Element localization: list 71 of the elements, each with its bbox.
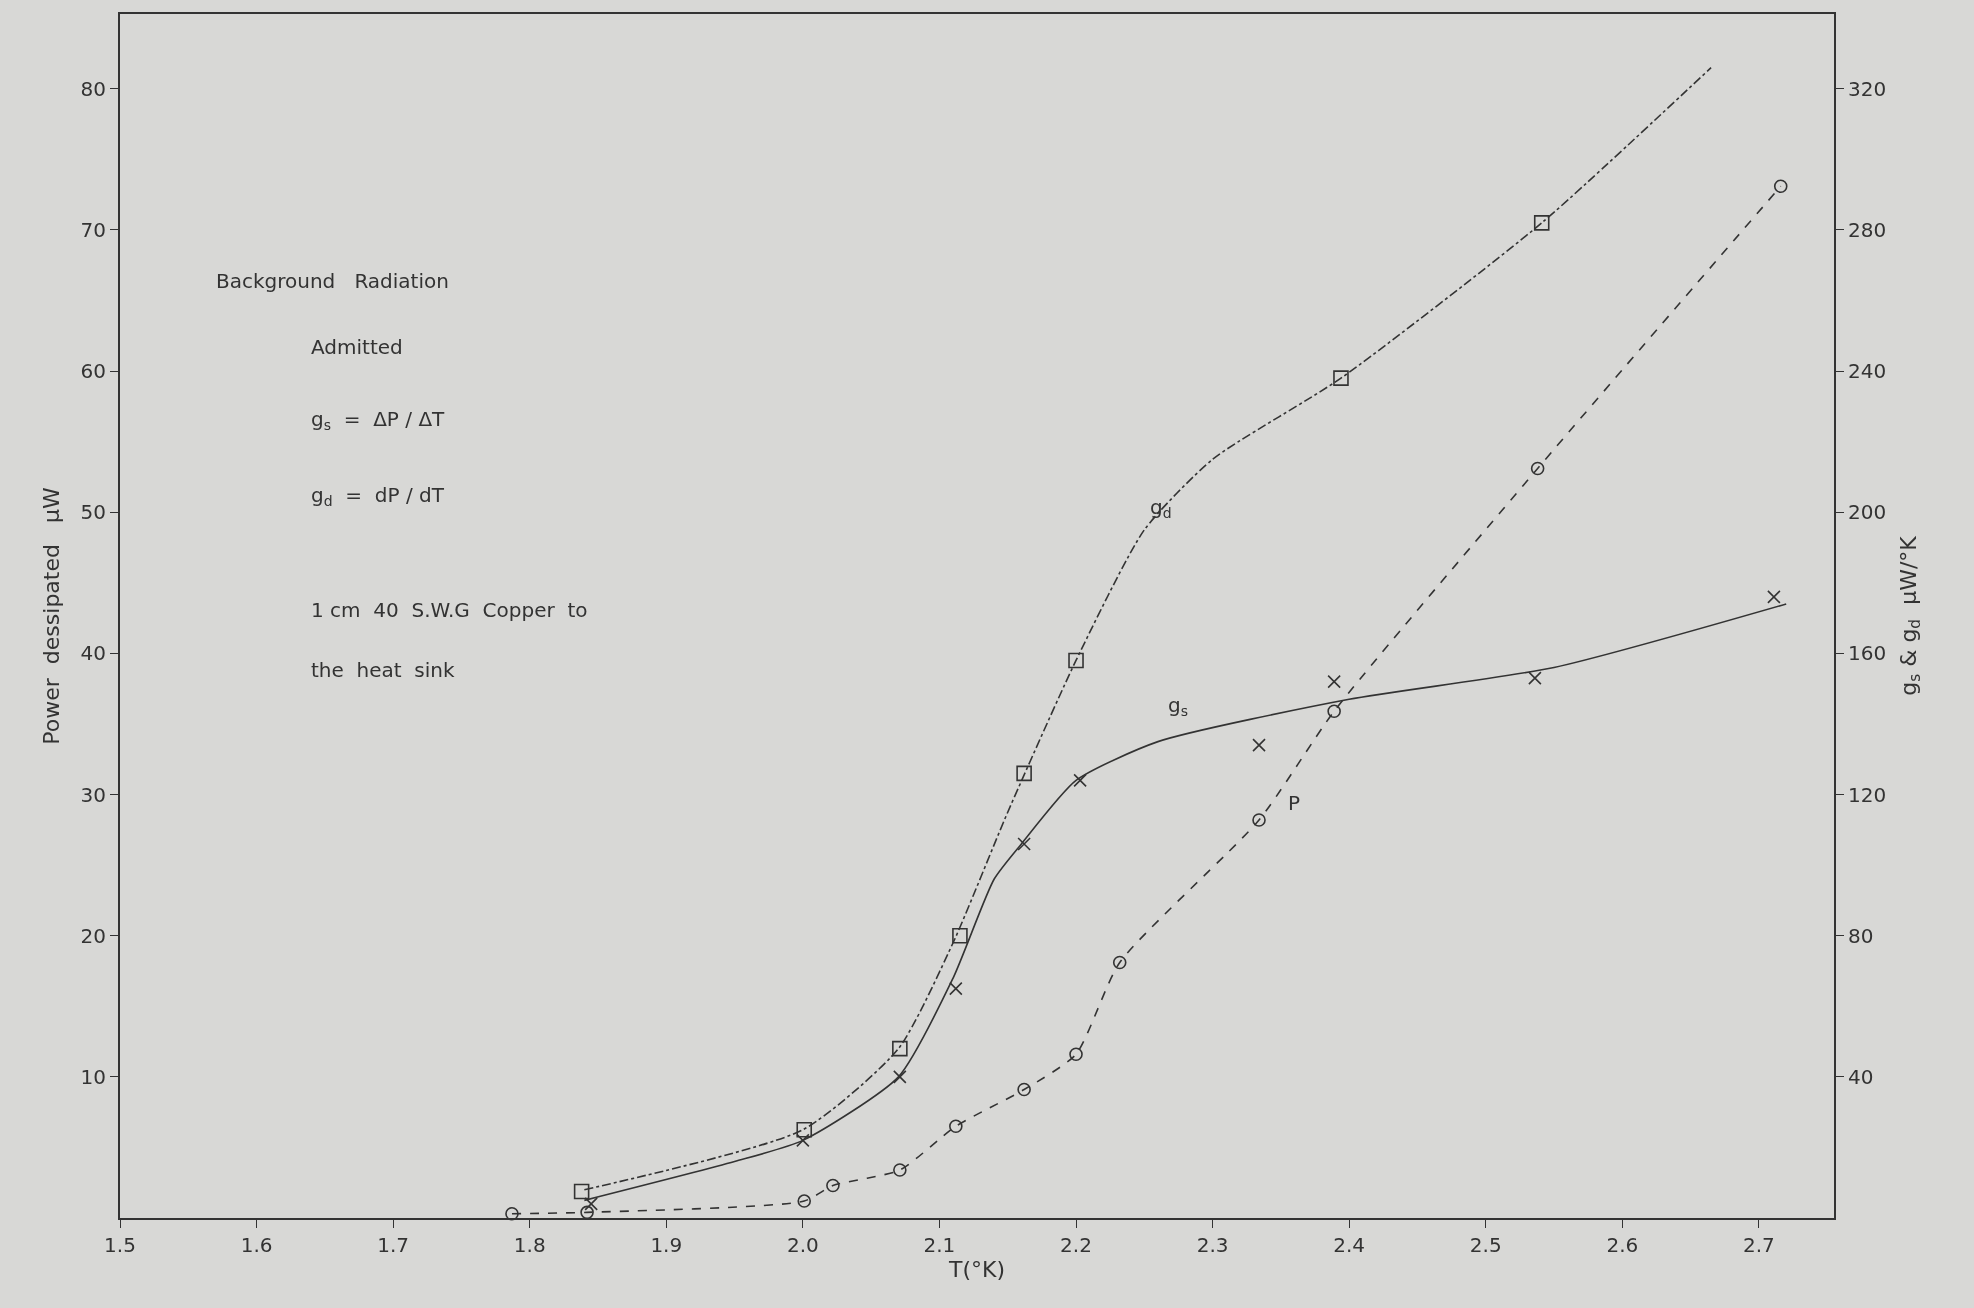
x-tick-label: 2.5 <box>1469 1233 1502 1257</box>
y-tick-label: 20 <box>80 923 106 948</box>
x-tick-label: 1.9 <box>650 1233 683 1257</box>
point <box>952 927 968 944</box>
x-tick-label: 2.0 <box>786 1233 819 1257</box>
point <box>1073 773 1087 788</box>
point <box>1767 590 1781 604</box>
annotation: the heat sink <box>311 658 455 682</box>
point <box>1068 652 1084 669</box>
annotation: Background Radiation <box>216 269 449 293</box>
x-tick-label: 2.4 <box>1333 1233 1366 1257</box>
point <box>797 1194 812 1208</box>
y2-tick-label: 40 <box>1848 1064 1874 1089</box>
x-tick-label: 2.1 <box>923 1233 956 1257</box>
y-axis-title: Power dessipated μW <box>38 487 64 745</box>
y-tick-label: 30 <box>80 782 106 807</box>
annotation: g$_{s}$ = ΔP / ΔT <box>311 407 446 434</box>
x-tick-label: 1.6 <box>240 1233 273 1257</box>
annotation: Admitted <box>311 335 403 359</box>
point <box>796 1121 813 1138</box>
point <box>892 1040 908 1057</box>
y2-tick-label: 160 <box>1848 641 1887 666</box>
point <box>1069 1047 1083 1062</box>
point <box>584 1197 598 1211</box>
y2-tick-label: 200 <box>1848 500 1887 525</box>
point <box>1773 179 1788 193</box>
y2-tick-label: 120 <box>1848 782 1887 807</box>
y-tick-label: 40 <box>80 641 106 666</box>
y-tick-label: 70 <box>80 217 106 242</box>
x-tick-label: 2.6 <box>1606 1233 1639 1257</box>
annotation: g$_{s}$ <box>1168 693 1188 720</box>
annotation: P <box>1288 791 1301 815</box>
point <box>1017 837 1031 851</box>
point <box>1327 674 1341 689</box>
point <box>1252 813 1266 827</box>
annotation: g$_{d}$ = dP / dT <box>311 483 445 510</box>
point <box>949 981 963 996</box>
annotation: 1 cm 40 S.W.G Copper to <box>311 598 588 622</box>
point <box>1112 955 1127 970</box>
y2-tick-label: 280 <box>1848 217 1887 242</box>
point <box>1017 1082 1031 1097</box>
point <box>1252 738 1266 752</box>
annotation: g$_{d}$ <box>1150 495 1172 522</box>
x-tick-label: 2.2 <box>1060 1233 1092 1257</box>
x-tick-label: 1.7 <box>377 1233 410 1257</box>
y-tick-label: 10 <box>80 1064 106 1089</box>
y-tick-label: 80 <box>80 76 106 101</box>
point <box>1327 704 1341 719</box>
point <box>826 1178 840 1193</box>
point <box>1333 370 1349 386</box>
y2-tick-label: 240 <box>1848 359 1887 384</box>
x-tick-label: 2.3 <box>1196 1233 1229 1257</box>
point <box>893 1163 907 1177</box>
point <box>580 1205 594 1220</box>
y2-tick-label: 320 <box>1848 76 1887 101</box>
point <box>1016 765 1032 782</box>
y2-tick-label: 80 <box>1848 923 1874 948</box>
point <box>1533 215 1550 231</box>
point <box>949 1119 963 1134</box>
x-tick-label: 2.7 <box>1742 1233 1775 1257</box>
point <box>796 1133 810 1148</box>
x-tick-label: 1.8 <box>513 1233 546 1257</box>
x-axis-title: T(°K) <box>947 1257 1006 1282</box>
point <box>893 1070 907 1084</box>
point <box>505 1206 519 1221</box>
y-tick-label: 50 <box>80 500 106 525</box>
x-tick-label: 1.5 <box>104 1233 136 1257</box>
point <box>1530 461 1545 476</box>
point <box>1528 671 1542 685</box>
point <box>573 1183 590 1200</box>
y-tick-label: 60 <box>80 359 106 384</box>
